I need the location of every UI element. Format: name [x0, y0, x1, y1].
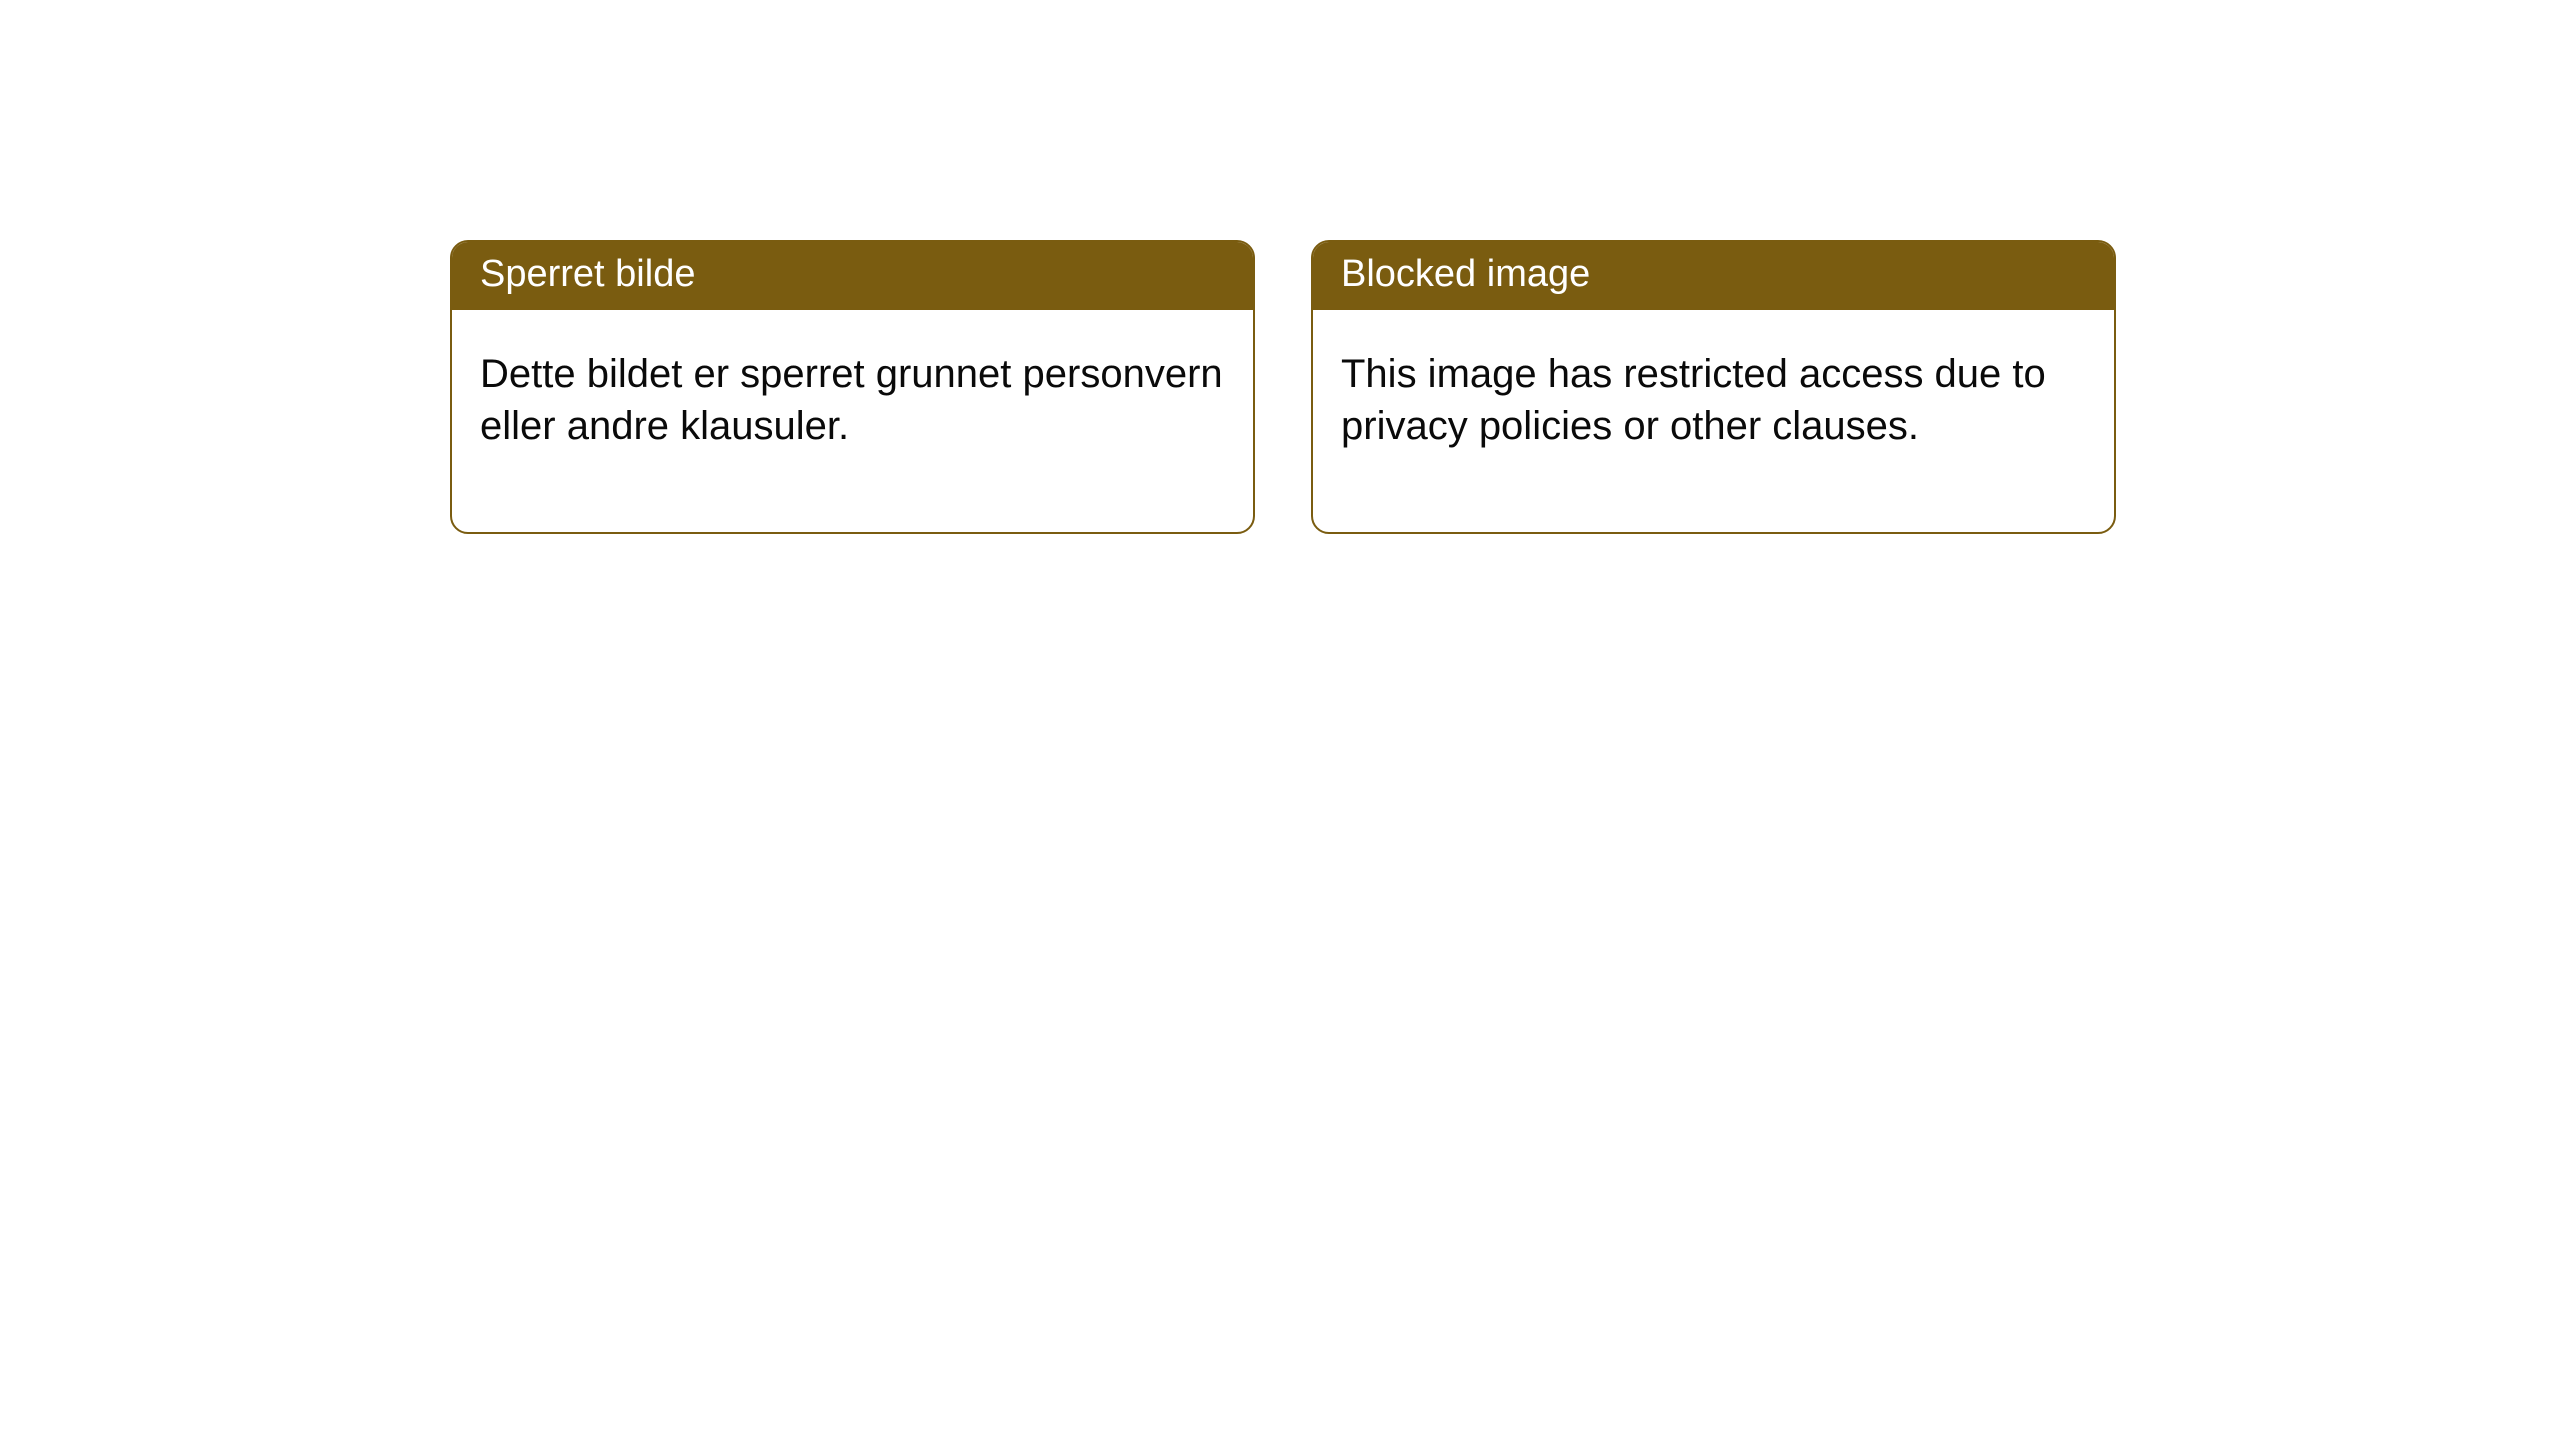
notice-title: Blocked image — [1313, 242, 2114, 310]
notice-card-norwegian: Sperret bilde Dette bildet er sperret gr… — [450, 240, 1255, 534]
notice-card-english: Blocked image This image has restricted … — [1311, 240, 2116, 534]
notice-title: Sperret bilde — [452, 242, 1253, 310]
notice-body: This image has restricted access due to … — [1313, 310, 2114, 532]
notice-body: Dette bildet er sperret grunnet personve… — [452, 310, 1253, 532]
notice-container: Sperret bilde Dette bildet er sperret gr… — [0, 0, 2560, 534]
